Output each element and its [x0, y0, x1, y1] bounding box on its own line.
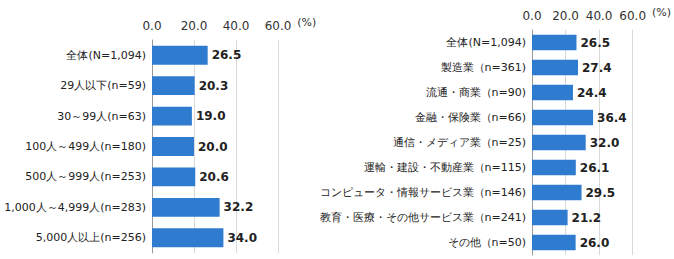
svg-text:コンピュータ・情報サービス業（n=146): コンピュータ・情報サービス業（n=146)	[320, 186, 526, 199]
svg-text:34.0: 34.0	[227, 231, 257, 245]
svg-text:60.0: 60.0	[265, 19, 292, 33]
svg-text:(%): (%)	[297, 16, 316, 29]
svg-text:0.0: 0.0	[142, 19, 161, 33]
svg-text:流通・商業（n=90): 流通・商業（n=90)	[426, 86, 526, 99]
svg-text:19.0: 19.0	[196, 109, 226, 123]
svg-text:20.0: 20.0	[198, 140, 228, 154]
svg-text:26.5: 26.5	[212, 48, 242, 62]
svg-text:36.4: 36.4	[597, 111, 627, 125]
svg-text:金融・保険業（n=66): 金融・保険業（n=66)	[415, 111, 526, 124]
svg-text:製造業（n=361): 製造業（n=361)	[441, 61, 526, 74]
svg-text:32.2: 32.2	[224, 200, 254, 214]
svg-text:40.0: 40.0	[586, 9, 613, 23]
svg-text:20.0: 20.0	[181, 19, 208, 33]
svg-text:26.0: 26.0	[580, 236, 610, 250]
svg-text:27.4: 27.4	[582, 61, 612, 75]
svg-text:その他（n=50): その他（n=50)	[448, 236, 526, 249]
svg-text:全体(N=1,094): 全体(N=1,094)	[446, 36, 526, 49]
svg-text:29人以下(n=59): 29人以下(n=59)	[60, 79, 146, 92]
svg-text:60.0: 60.0	[619, 9, 646, 23]
svg-text:20.0: 20.0	[552, 9, 579, 23]
svg-text:100人～499人(n=180): 100人～499人(n=180)	[25, 140, 146, 153]
svg-text:通信・メディア業（n=25): 通信・メディア業（n=25)	[393, 136, 526, 149]
svg-text:24.4: 24.4	[577, 86, 607, 100]
svg-text:5,000人以上(n=256): 5,000人以上(n=256)	[36, 231, 146, 244]
svg-text:21.2: 21.2	[572, 211, 602, 225]
svg-text:0.0: 0.0	[522, 9, 541, 23]
svg-text:32.0: 32.0	[590, 136, 620, 150]
svg-text:29.5: 29.5	[586, 186, 616, 200]
svg-text:全体(N=1,094): 全体(N=1,094)	[66, 49, 146, 62]
svg-text:26.5: 26.5	[580, 36, 610, 50]
svg-text:40.0: 40.0	[223, 19, 250, 33]
svg-text:1,000人～4,999人(n=283): 1,000人～4,999人(n=283)	[4, 201, 146, 214]
svg-text:20.3: 20.3	[199, 79, 229, 93]
svg-text:運輸・建設・不動産業（n=115): 運輸・建設・不動産業（n=115)	[364, 161, 526, 174]
svg-text:30～99人(n=63): 30～99人(n=63)	[57, 110, 146, 123]
svg-text:(%): (%)	[652, 6, 671, 19]
svg-text:教育・医療・その他サービス業（n=241): 教育・医療・その他サービス業（n=241)	[320, 211, 526, 224]
svg-text:20.6: 20.6	[199, 170, 229, 184]
svg-text:26.1: 26.1	[580, 161, 610, 175]
svg-text:500人～999人(n=253): 500人～999人(n=253)	[25, 170, 146, 183]
